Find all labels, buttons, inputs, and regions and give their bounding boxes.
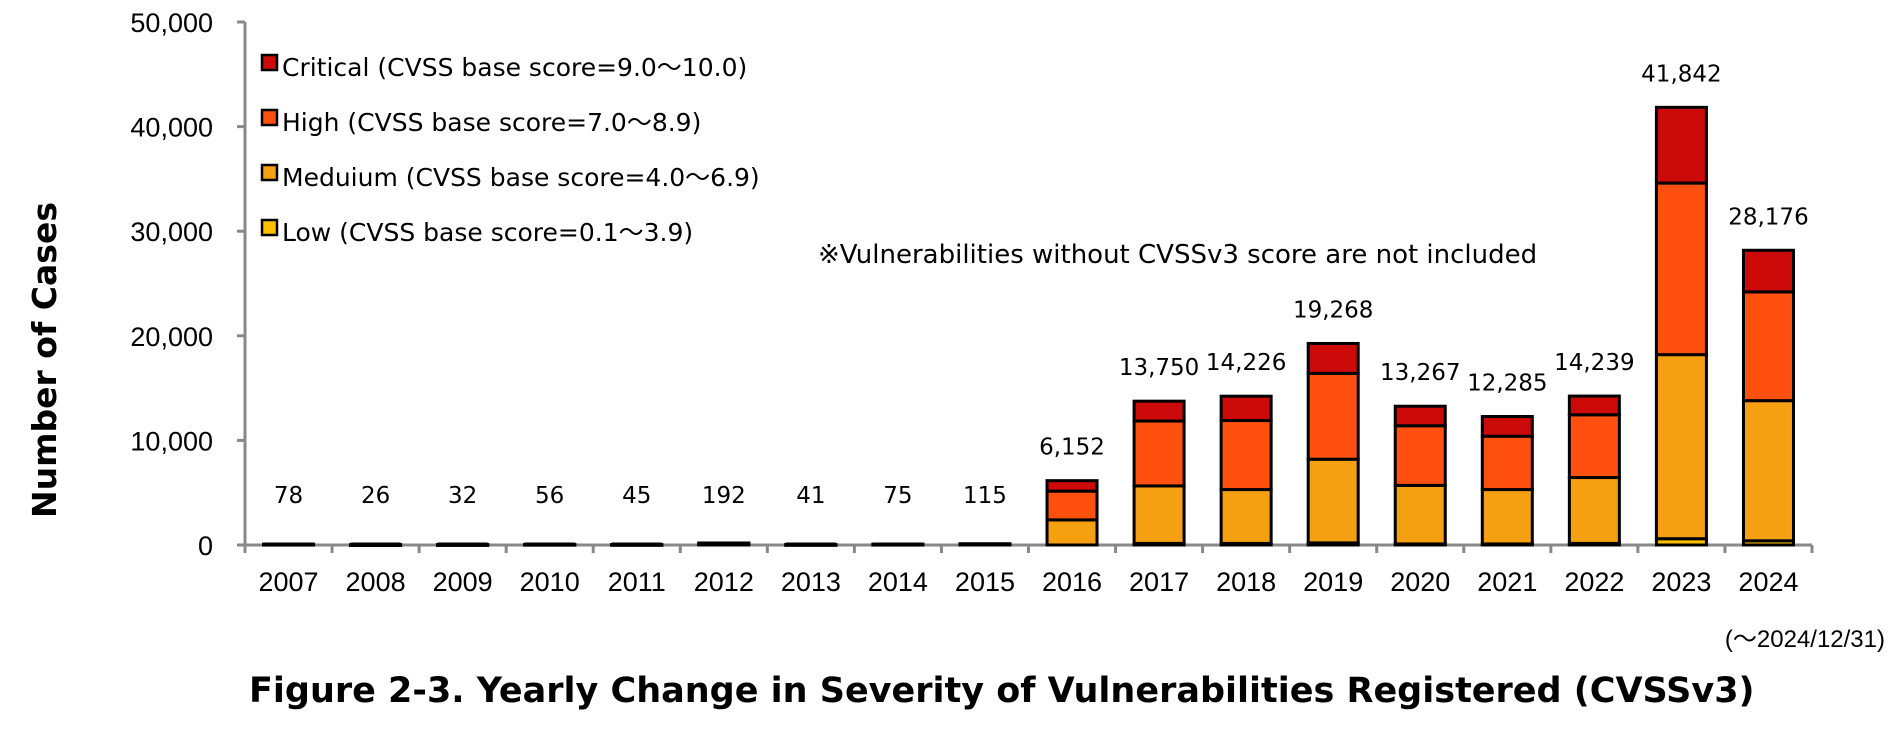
bar-segment-2024-3 — [1741, 248, 1795, 294]
bar-segment-2018-2 — [1219, 419, 1273, 492]
x-tick-label: 2007 — [258, 567, 318, 597]
x-tick-label: 2009 — [433, 567, 493, 597]
x-tick-label: 2015 — [955, 567, 1015, 597]
x-tick-label: 2013 — [781, 567, 841, 597]
total-label-2010: 56 — [535, 483, 564, 509]
legend-swatch — [260, 108, 279, 127]
bar-segment-2018-1 — [1219, 488, 1273, 545]
bar-segment-2019-1 — [1306, 457, 1360, 545]
x-tick-label: 2012 — [694, 567, 754, 597]
total-label-2013: 41 — [796, 483, 825, 509]
x-tick-label: 2024 — [1738, 567, 1798, 597]
x-tick-label: 2008 — [346, 567, 406, 597]
legend-entry: Low (CVSS base score=0.1～3.9) — [282, 218, 693, 247]
total-label-2020: 13,267 — [1380, 360, 1460, 386]
bar-segment-2020-1 — [1393, 483, 1447, 546]
x-tick-label: 2023 — [1651, 567, 1711, 597]
bar-segment-2021-1 — [1480, 488, 1534, 546]
y-axis-label: Number of Cases — [25, 202, 64, 518]
total-label-2019: 19,268 — [1293, 297, 1373, 323]
total-label-2024: 28,176 — [1728, 204, 1808, 230]
bar-segment-2019-3 — [1306, 341, 1360, 375]
y-tick-label: 0 — [198, 531, 213, 561]
bar-segment-2017-2 — [1132, 419, 1186, 488]
total-label-2018: 14,226 — [1206, 350, 1286, 376]
x-tick-label: 2022 — [1564, 567, 1624, 597]
y-tick-label: 40,000 — [130, 113, 213, 143]
legend-swatch — [260, 218, 279, 237]
bar-segment-2023-3 — [1654, 105, 1708, 185]
total-label-2008: 26 — [361, 483, 390, 509]
y-tick-label: 30,000 — [130, 217, 213, 247]
bar-segment-2018-3 — [1219, 394, 1273, 423]
bar-segment-2017-3 — [1132, 399, 1186, 423]
bar-segment-2021-3 — [1480, 414, 1534, 438]
bar-segment-2023-2 — [1654, 181, 1708, 357]
bar-segment-2023-1 — [1654, 353, 1708, 541]
bar-segment-2022-1 — [1567, 476, 1621, 545]
bar-segment-2017-1 — [1132, 484, 1186, 545]
x-tick-label: 2010 — [520, 567, 580, 597]
bar-segment-2022-3 — [1567, 394, 1621, 417]
legend-entry: High (CVSS base score=7.0～8.9) — [282, 108, 701, 137]
x-tick-label: 2021 — [1477, 567, 1537, 597]
legend-entry: Meduium (CVSS base score=4.0～6.9) — [282, 163, 760, 192]
figure-title: Figure 2-3. Yearly Change in Severity of… — [249, 671, 1755, 711]
y-tick-labels: 0 10,000 20,000 30,000 40,000 50,000 — [130, 8, 213, 561]
total-label-2021: 12,285 — [1467, 370, 1547, 396]
bar-segment-2021-2 — [1480, 434, 1534, 492]
chart-note: ※Vulnerabilities without CVSSv3 score ar… — [818, 240, 1537, 270]
bar-segment-2020-3 — [1393, 404, 1447, 428]
bar-segment-2016-1 — [1045, 518, 1099, 547]
x-tick-label: 2019 — [1303, 567, 1363, 597]
total-label-2011: 45 — [622, 483, 651, 509]
total-label-2009: 32 — [448, 483, 477, 509]
y-tick-label: 10,000 — [130, 426, 213, 456]
total-labels: 78 26 32 56 45 192 41 75 115 6,152 13,750 14,226 19,… — [274, 61, 1809, 509]
x-tick-labels: 2007 2008 2009 2010 2011 2012 2013 2014 2015 2016… — [258, 567, 1798, 597]
legend-swatch — [260, 163, 279, 182]
period-note: (～2024/12/31) — [1725, 626, 1885, 653]
bar-segment-2022-2 — [1567, 413, 1621, 480]
y-tick-label: 20,000 — [130, 322, 213, 352]
x-tick-label: 2011 — [608, 567, 666, 597]
total-label-2014: 75 — [883, 483, 912, 509]
x-tick-label: 2020 — [1390, 567, 1450, 597]
bar-segment-2024-2 — [1741, 290, 1795, 403]
total-label-2023: 41,842 — [1641, 61, 1721, 87]
x-tick-label: 2018 — [1216, 567, 1276, 597]
total-label-2017: 13,750 — [1119, 355, 1199, 381]
bar-segment-2024-1 — [1741, 399, 1795, 543]
total-label-2015: 115 — [963, 483, 1007, 509]
total-label-2007: 78 — [274, 483, 303, 509]
legend-swatch — [260, 53, 279, 72]
legend: Critical (CVSS base score=9.0～10.0) High … — [260, 53, 760, 247]
x-tick-label: 2017 — [1129, 567, 1189, 597]
bar-segment-2016-2 — [1045, 489, 1099, 522]
bars — [262, 105, 1795, 547]
bar-segment-2016-3 — [1045, 479, 1099, 493]
total-label-2016: 6,152 — [1039, 435, 1105, 461]
y-tick-label: 50,000 — [130, 8, 213, 38]
bar-segment-2020-2 — [1393, 424, 1447, 487]
legend-entry: Critical (CVSS base score=9.0～10.0) — [282, 53, 747, 82]
bar-segment-2019-2 — [1306, 371, 1360, 461]
total-label-2022: 14,239 — [1554, 350, 1634, 376]
axes — [237, 20, 1814, 553]
x-tick-label: 2014 — [868, 567, 928, 597]
total-label-2012: 192 — [702, 483, 746, 509]
x-tick-label: 2016 — [1042, 567, 1102, 597]
